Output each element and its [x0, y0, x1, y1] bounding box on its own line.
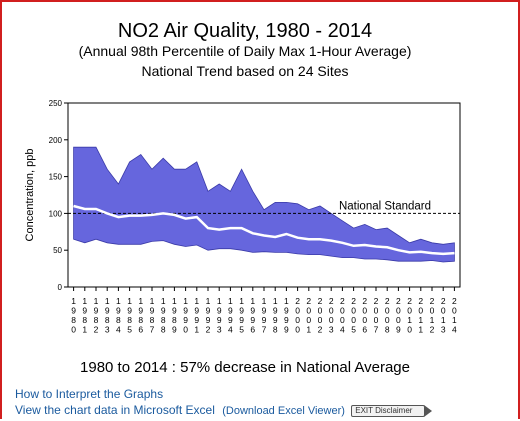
excel-data-link[interactable]: View the chart data in Microsoft Excel	[15, 403, 215, 417]
y-tick-label: 0	[58, 283, 63, 292]
chart-title: NO2 Air Quality, 1980 - 2014	[118, 20, 372, 42]
y-tick-label: 250	[49, 99, 63, 108]
y-tick-label: 50	[53, 246, 62, 255]
no2-trend-chart: NO2 Air Quality, 1980 - 2014 (Annual 98t…	[24, 20, 461, 376]
chart-subtitle-2: National Trend based on 24 Sites	[141, 63, 348, 79]
y-axis-label: Concentration, ppb	[24, 149, 36, 242]
exit-disclaimer-badge[interactable]: EXIT Disclaimer	[351, 405, 433, 417]
y-tick-label: 100	[49, 209, 63, 218]
national-standard-label: National Standard	[339, 200, 431, 212]
y-tick-label: 200	[49, 136, 63, 145]
plot-area: National Standard 0 50 100 150 200 250 1 9 8 0 1 9 8 1…	[49, 99, 461, 335]
interpret-graphs-link[interactable]: How to Interpret the Graphs	[15, 387, 164, 401]
links-area: How to Interpret the Graphs View the cha…	[15, 387, 433, 417]
excel-viewer-link[interactable]: (Download Excel Viewer)	[222, 405, 345, 417]
national-average-line	[73, 204, 455, 256]
y-tick-label: 150	[49, 173, 63, 182]
summary-text: 1980 to 2014 : 57% decrease in National …	[80, 359, 410, 376]
chart-subtitle-1: (Annual 98th Percentile of Daily Max 1-H…	[79, 43, 412, 59]
percentile-band	[73, 146, 455, 263]
